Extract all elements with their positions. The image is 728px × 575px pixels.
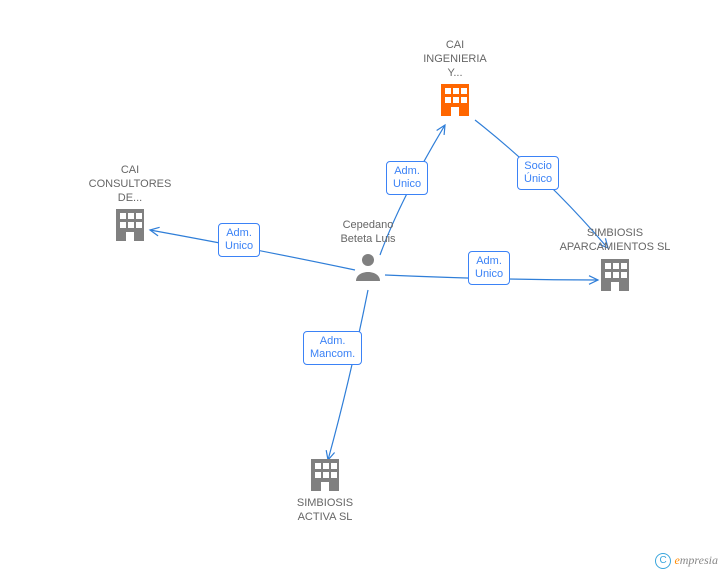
edge-label: Adm. Unico bbox=[468, 251, 510, 285]
node-simb_aparc: SIMBIOSISAPARCAMIENTOS SL bbox=[545, 227, 685, 255]
edge-arrow bbox=[589, 276, 598, 285]
node-cai_ing: CAIINGENIERIAY... bbox=[385, 39, 525, 80]
node-simb_activa: SIMBIOSISACTIVA SL bbox=[255, 497, 395, 525]
diagram-canvas: CepedanoBeteta Luis CAIINGENIERIAY... CAIC… bbox=[0, 0, 728, 575]
edge-label: Adm. Unico bbox=[218, 223, 260, 257]
edge-label: Adm. Mancom. bbox=[303, 331, 362, 365]
person-icon bbox=[356, 254, 380, 281]
node-label: CAIINGENIERIAY... bbox=[385, 39, 525, 80]
edge-arrow bbox=[150, 227, 160, 236]
building-icon bbox=[601, 259, 629, 291]
node-center: CepedanoBeteta Luis bbox=[298, 219, 438, 247]
copyright-symbol: C bbox=[655, 553, 671, 569]
node-label: SIMBIOSISAPARCAMIENTOS SL bbox=[545, 227, 685, 255]
edge-arrow bbox=[437, 125, 445, 135]
edge-label: Adm. Unico bbox=[386, 161, 428, 195]
node-label: CepedanoBeteta Luis bbox=[298, 219, 438, 247]
edge-label: Socio Único bbox=[517, 156, 559, 190]
building-icon bbox=[311, 459, 339, 491]
edge-arrow bbox=[326, 450, 334, 460]
brand-rest: mpresia bbox=[680, 553, 718, 567]
building-icon bbox=[441, 84, 469, 116]
node-label: CAICONSULTORESDE... bbox=[60, 164, 200, 205]
building-icon bbox=[116, 209, 144, 241]
copyright: C empresia bbox=[655, 553, 718, 569]
edges-layer bbox=[0, 0, 728, 575]
node-label: SIMBIOSISACTIVA SL bbox=[255, 497, 395, 525]
edge-center-simb_activa bbox=[328, 290, 368, 460]
node-cai_cons: CAICONSULTORESDE... bbox=[60, 164, 200, 205]
